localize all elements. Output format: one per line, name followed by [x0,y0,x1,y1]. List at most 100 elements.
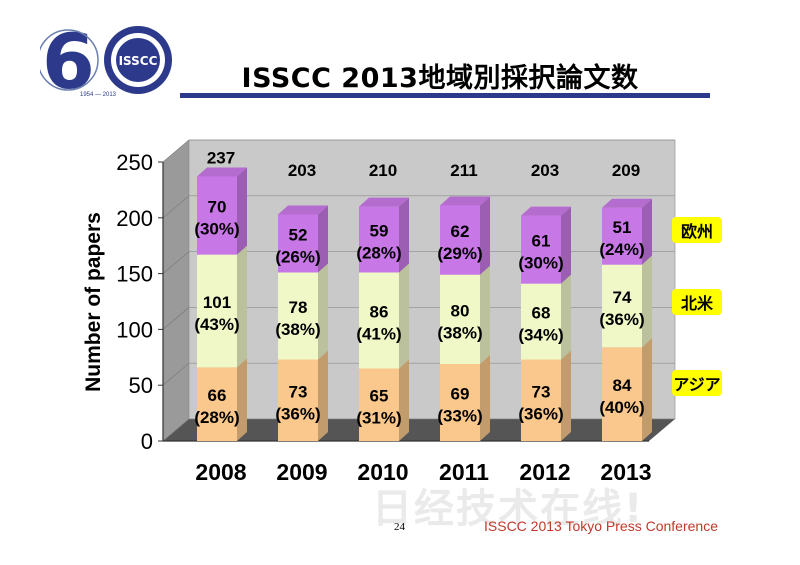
data-label-value: 51 [613,218,632,237]
bar-segment [602,347,642,441]
x-tick-label: 2011 [439,459,489,485]
bar-segment [359,368,399,441]
total-label: 209 [612,161,640,180]
data-label-value: 101 [203,293,231,312]
gridline-side [162,362,190,386]
page-number: 24 [394,521,405,533]
bar-segment [521,283,561,360]
gridline-side [162,418,190,442]
data-label-percent: (31%) [356,409,401,428]
bar-segment-side [642,255,652,348]
bar-segment-side [399,197,409,273]
total-label: 203 [288,161,316,180]
bar-top [440,196,490,206]
x-tick-label: 2013 [600,459,651,485]
logo-badge-text: ISSCC [119,54,158,68]
series-label: 欧州 [681,222,713,241]
bar-segment [359,206,399,273]
data-label-value: 66 [208,386,227,405]
watermark: 日经技术在线! [372,486,645,532]
bar-segment-side [237,245,247,368]
bar-segment [440,363,480,441]
bar-segment [602,264,642,348]
gridline-side [162,195,190,219]
data-label-value: 73 [532,382,551,401]
y-tick-label: 100 [116,317,153,342]
data-label-percent: (41%) [356,324,401,343]
data-label-percent: (38%) [275,320,320,339]
data-label-percent: (36%) [275,404,320,423]
data-label-percent: (28%) [194,408,239,427]
x-tick-label: 2009 [276,459,327,485]
bar-segment-side [480,196,490,275]
bar-segment-side [399,263,409,369]
bar-segment-side [237,358,247,441]
data-label-value: 69 [451,384,470,403]
bar-segment-side [318,263,328,360]
y-tick-label: 50 [129,373,153,398]
bar-segment [278,272,318,360]
data-label-percent: (28%) [356,244,401,263]
bar-segment [359,272,399,369]
bar-top [197,167,247,177]
series-label-box [672,217,722,243]
data-label-value: 68 [532,304,551,323]
data-label-percent: (24%) [599,240,644,259]
bar-segment-side [237,167,247,255]
data-label-value: 78 [289,298,308,317]
y-tick-label: 0 [141,429,153,454]
bar-segment-side [561,206,571,284]
logo-ring-left [40,29,99,91]
data-label-value: 61 [532,232,551,251]
gridline-side [162,307,190,330]
chart-side-wall [163,140,189,441]
data-label-percent: (34%) [518,326,563,345]
bar-segment-side [642,198,652,265]
data-label-value: 62 [451,222,470,241]
data-label-value: 84 [613,376,632,395]
total-label: 210 [369,161,397,180]
data-label-value: 86 [370,302,389,321]
bar-segment-side [561,274,571,360]
data-label-percent: (26%) [275,247,320,266]
total-label: 211 [450,161,477,180]
isscc-60-anniversary-logo: 6 ISSCC 1954 — 2013 [40,18,172,98]
bar-segment [278,214,318,273]
data-label-value: 65 [370,387,389,406]
series-label-box [672,289,722,315]
data-label-value: 74 [613,288,632,307]
bar-segment [440,205,480,275]
page-title: ISSCC 2013地域別採択論文数 [241,63,639,94]
series-label: 北米 [681,294,714,313]
y-tick-label: 150 [116,262,153,287]
bar-segment-side [561,350,571,441]
bar-segment [197,367,237,441]
x-tick-label: 2012 [519,459,570,485]
data-label-value: 80 [451,301,470,320]
bar-segment [521,359,561,441]
data-label-percent: (36%) [599,310,644,329]
bar-top [359,197,409,207]
chart-back-wall [188,139,676,420]
logo-badge-core [116,38,160,82]
bar-segment-side [318,205,328,273]
bar-top [278,205,328,215]
data-label-percent: (30%) [194,220,239,239]
bar-segment [197,176,237,255]
data-label-value: 59 [370,222,389,241]
y-tick-label: 200 [116,206,153,231]
bar-top [602,198,652,208]
y-tick-label: 250 [116,150,153,175]
conference-footer: ISSCC 2013 Tokyo Press Conference [484,518,718,534]
bar-segment-side [318,350,328,441]
gridline-side [162,139,190,163]
data-label-percent: (43%) [194,315,239,334]
bar-segment [521,215,561,284]
logo-years: 1954 — 2013 [80,92,117,98]
bar-segment-side [399,359,409,441]
title-underline [180,93,710,98]
total-label: 237 [207,149,235,168]
total-label: 203 [531,161,559,180]
bar-segment [278,359,318,441]
